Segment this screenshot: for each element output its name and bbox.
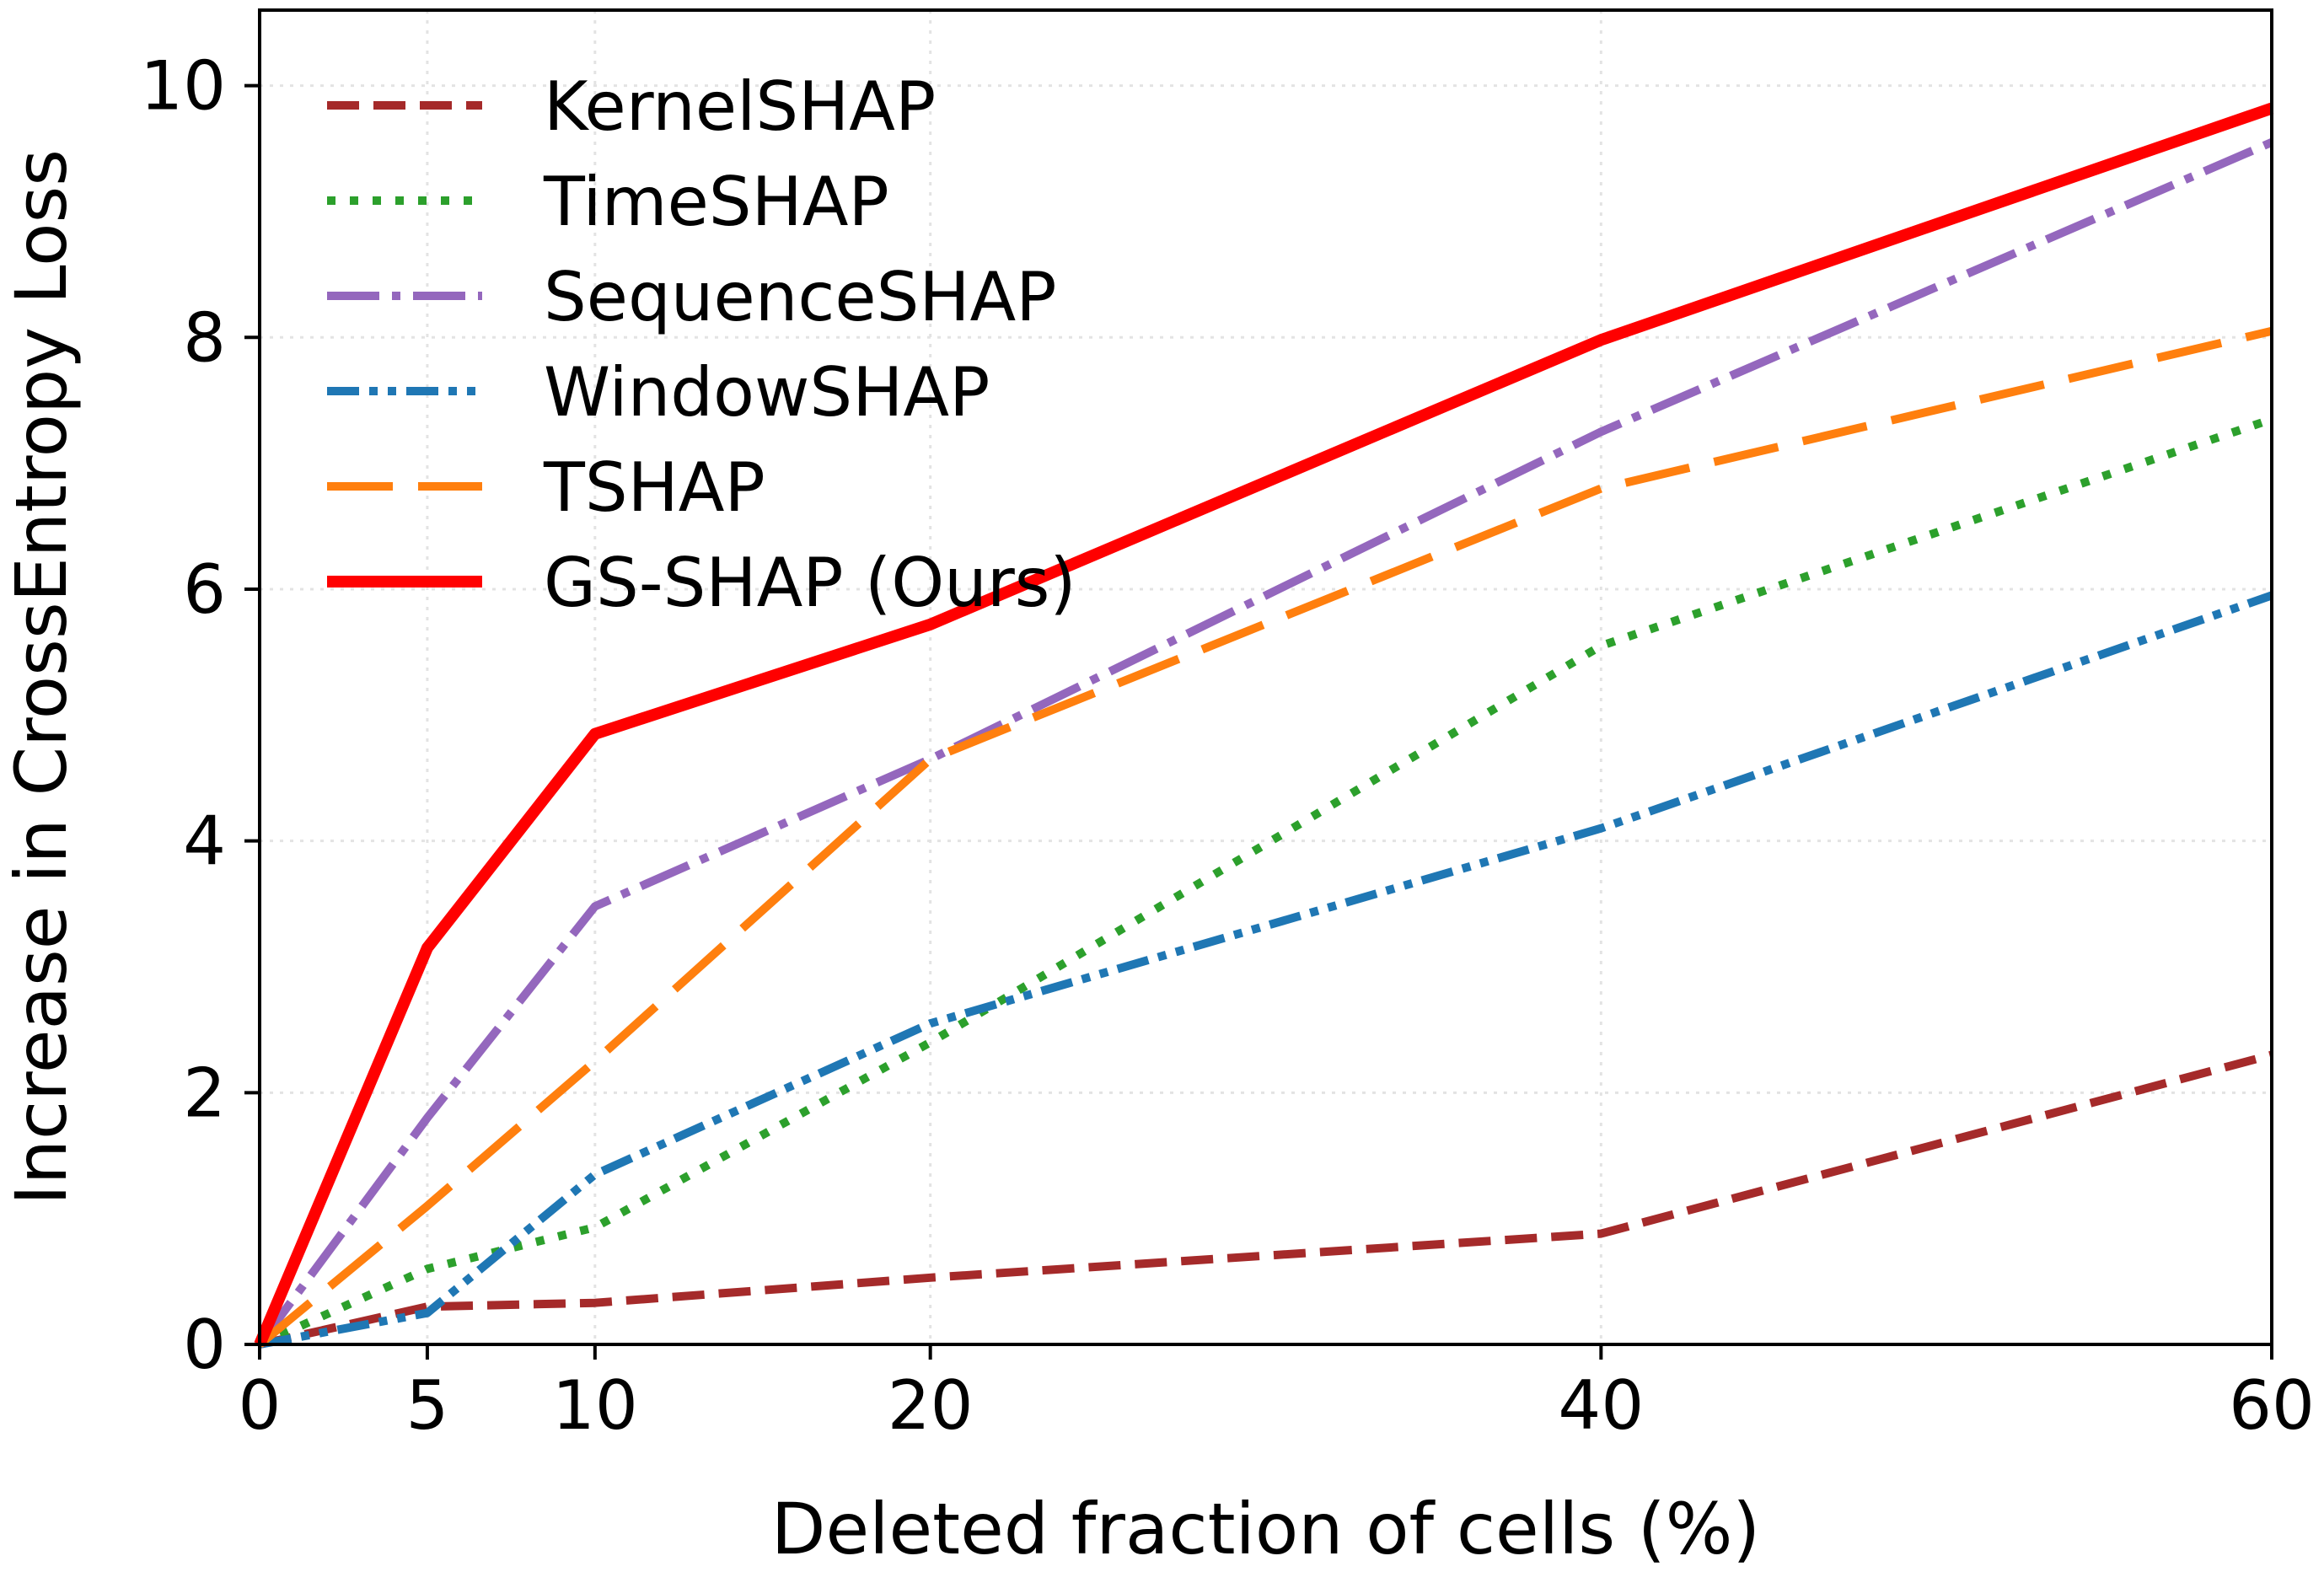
legend-item: GS-SHAP (Ours) (327, 544, 1076, 622)
x-tick-label: 10 (552, 1366, 638, 1445)
legend-item: TimeSHAP (327, 163, 889, 241)
legend-label: WindowSHAP (544, 353, 990, 432)
x-tick-label: 0 (239, 1366, 282, 1445)
legend-label: GS-SHAP (Ours) (544, 544, 1076, 622)
x-tick-label: 40 (1558, 1366, 1644, 1445)
legend-item: SequenceSHAP (327, 258, 1057, 336)
series-line-timeshap (257, 415, 2273, 1349)
legend-label: SequenceSHAP (544, 258, 1057, 336)
series-line-tshap (256, 326, 2273, 1348)
x-tick-label: 5 (405, 1366, 448, 1445)
legend-label: TimeSHAP (543, 163, 889, 241)
series-line-gs-shap-ours (254, 102, 2274, 1347)
series-line-windowshap (259, 591, 2273, 1349)
legend-item: WindowSHAP (327, 353, 990, 432)
legend-item: TSHAP (327, 448, 765, 527)
y-axis-label: Increase in CrossEntropy Loss (0, 149, 83, 1205)
y-tick-label: 2 (183, 1054, 226, 1132)
legend-label: TSHAP (543, 448, 765, 527)
series-lines (254, 102, 2274, 1349)
series-line-kernelshap (258, 1050, 2273, 1349)
y-tick-label: 8 (183, 298, 226, 377)
x-tick-label: 20 (888, 1366, 974, 1445)
series-line-sequenceshap (255, 138, 2273, 1347)
legend-label: KernelSHAP (544, 67, 936, 146)
legend: KernelSHAP TimeSHAP SequenceSHAP WindowSHAP… (327, 67, 1076, 622)
axis-ticks: 0 5 10 20 40 60 0 2 4 6 8 10 (140, 47, 2315, 1445)
legend-item: KernelSHAP (327, 67, 936, 146)
y-tick-label: 10 (140, 47, 226, 126)
y-tick-label: 6 (183, 550, 226, 629)
y-tick-label: 0 (183, 1306, 226, 1384)
x-axis-label: Deleted fraction of cells (%) (771, 1488, 1760, 1570)
x-tick-label: 60 (2229, 1366, 2315, 1445)
y-tick-label: 4 (183, 802, 226, 881)
plot-frame (258, 8, 2273, 1346)
